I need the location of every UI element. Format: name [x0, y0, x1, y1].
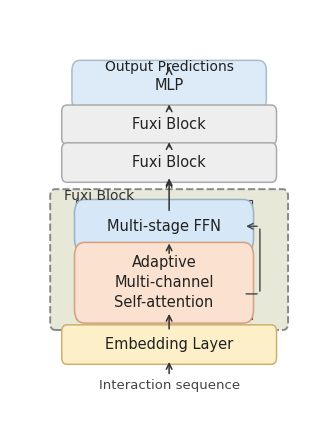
Text: Fuxi Block: Fuxi Block	[64, 189, 135, 203]
Text: Adaptive
Multi-channel
Self-attention: Adaptive Multi-channel Self-attention	[114, 256, 214, 310]
FancyBboxPatch shape	[72, 60, 266, 110]
FancyBboxPatch shape	[75, 243, 253, 323]
Text: Interaction sequence: Interaction sequence	[99, 379, 240, 392]
Text: MLP: MLP	[154, 78, 184, 93]
FancyBboxPatch shape	[75, 199, 253, 253]
FancyBboxPatch shape	[62, 325, 277, 364]
Text: Multi-stage FFN: Multi-stage FFN	[107, 219, 221, 234]
Text: Fuxi Block: Fuxi Block	[132, 117, 206, 132]
Text: Embedding Layer: Embedding Layer	[105, 337, 233, 352]
FancyBboxPatch shape	[62, 105, 277, 145]
FancyBboxPatch shape	[50, 189, 288, 330]
FancyBboxPatch shape	[62, 143, 277, 182]
Text: Output Predictions: Output Predictions	[105, 60, 234, 74]
Text: Fuxi Block: Fuxi Block	[132, 155, 206, 170]
